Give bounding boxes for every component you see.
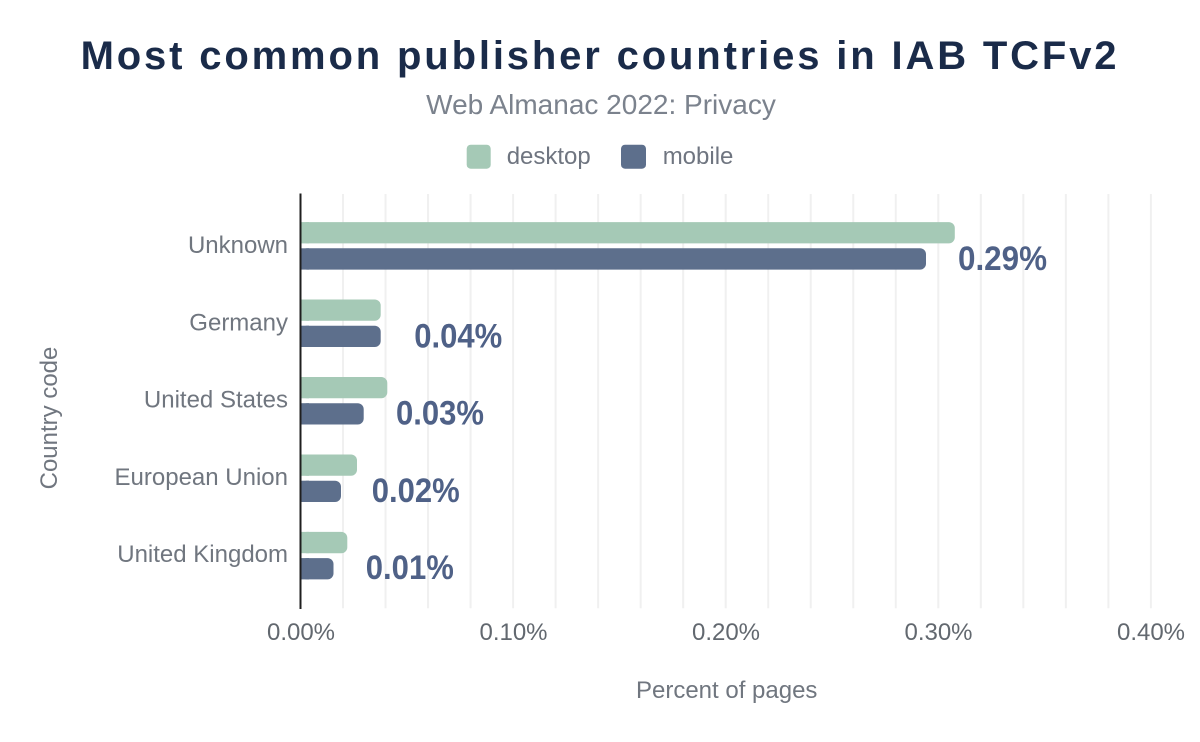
svg-text:0.00%: 0.00% — [267, 619, 335, 646]
svg-text:0.04%: 0.04% — [414, 317, 502, 355]
svg-text:0.20%: 0.20% — [692, 619, 760, 646]
svg-text:0.01%: 0.01% — [366, 549, 454, 587]
svg-text:United Kingdom: United Kingdom — [117, 541, 288, 568]
svg-text:European Union: European Union — [115, 464, 288, 491]
svg-text:mobile: mobile — [663, 143, 734, 170]
svg-text:Unknown: Unknown — [188, 232, 288, 259]
svg-text:Web Almanac 2022: Privacy: Web Almanac 2022: Privacy — [426, 89, 776, 120]
svg-text:Percent of pages: Percent of pages — [636, 677, 817, 704]
svg-text:0.29%: 0.29% — [958, 240, 1047, 278]
svg-text:Country code: Country code — [36, 347, 63, 490]
svg-text:desktop: desktop — [507, 143, 591, 170]
svg-text:0.40%: 0.40% — [1117, 619, 1185, 646]
svg-text:Most common publisher countrie: Most common publisher countries in IAB T… — [81, 34, 1120, 78]
svg-text:0.10%: 0.10% — [479, 619, 547, 646]
svg-text:0.02%: 0.02% — [372, 472, 460, 510]
svg-text:United States: United States — [144, 387, 288, 414]
svg-text:Germany: Germany — [189, 309, 288, 336]
svg-text:0.03%: 0.03% — [396, 395, 484, 433]
svg-text:0.30%: 0.30% — [904, 619, 972, 646]
